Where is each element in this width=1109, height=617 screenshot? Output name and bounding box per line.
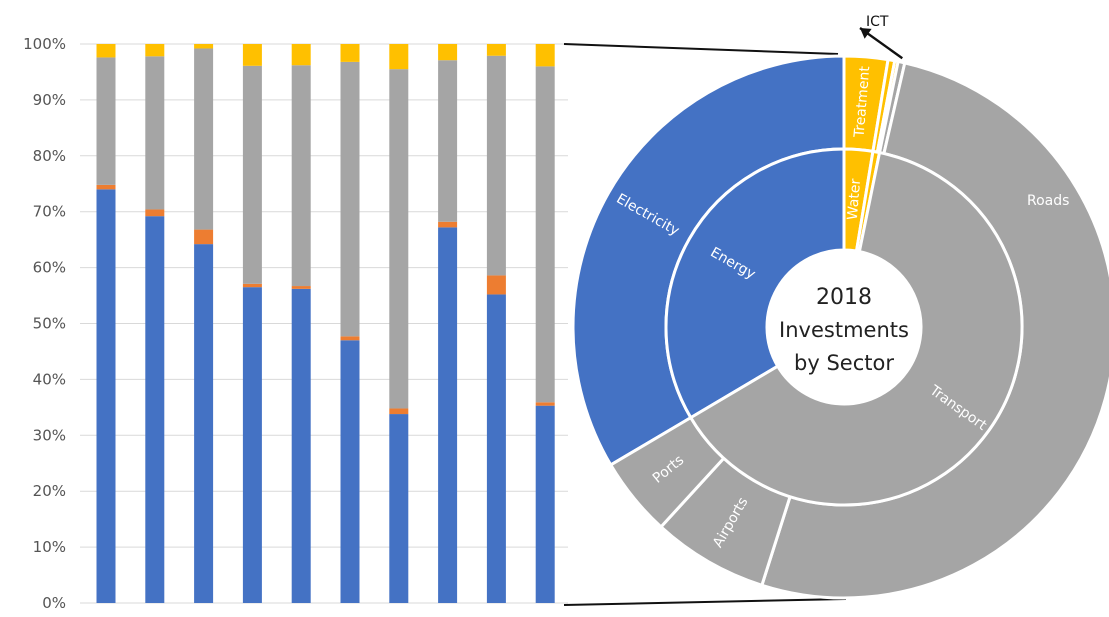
- bar-segment: [145, 216, 165, 603]
- bar-segment: [242, 44, 262, 66]
- ict-callout-label: ICT: [866, 14, 889, 30]
- bar-segment: [535, 44, 555, 67]
- bar-segment: [242, 287, 262, 603]
- bar-segment: [340, 340, 360, 603]
- bar-segment: [389, 69, 409, 409]
- bar-segment: [145, 209, 165, 217]
- sunburst-hole: [767, 250, 921, 404]
- y-tick-label: 40%: [33, 370, 66, 388]
- slice-label: Roads: [1027, 193, 1069, 209]
- y-tick-label: 90%: [33, 91, 66, 109]
- bar-segment: [535, 405, 555, 603]
- y-tick-label: 20%: [33, 482, 66, 500]
- bar-segment: [389, 414, 409, 603]
- bar-segment: [291, 288, 311, 603]
- sunburst-center: 2018 Investments by Sector: [779, 285, 909, 375]
- bar-segment: [291, 44, 311, 66]
- slice-label: Water: [845, 178, 864, 221]
- bar-segment: [535, 402, 555, 406]
- y-tick-label: 0%: [42, 594, 66, 612]
- connector-bottom: [563, 598, 847, 606]
- bar-segment: [438, 60, 458, 222]
- bar-segment: [389, 44, 409, 70]
- bar-segment: [535, 66, 555, 403]
- bar-segment: [486, 44, 506, 56]
- stacked-percent-bar-chart: 0% 10% 20% 30% 40% 50% 60% 70% 80% 90% 100%: [23, 35, 568, 612]
- bar-segment: [389, 408, 409, 415]
- bar-segment: [291, 65, 311, 287]
- bar-segment: [96, 189, 116, 603]
- bar-segment: [291, 286, 311, 289]
- slice-label: Treatment: [851, 65, 873, 139]
- connector-top: [563, 43, 839, 55]
- bar-segment: [438, 227, 458, 604]
- bar-segment: [194, 244, 214, 603]
- bar-to-pie-connectors: [563, 43, 847, 606]
- bar-segment: [96, 57, 116, 185]
- y-tick-label: 100%: [23, 35, 66, 53]
- bar-segment: [194, 44, 214, 49]
- y-tick-label: 30%: [33, 426, 66, 444]
- bar-segment: [194, 48, 214, 230]
- bar-segment: [340, 44, 360, 62]
- bar-segment: [96, 44, 116, 58]
- bar-segment: [486, 55, 506, 276]
- center-title-line-1: 2018: [816, 285, 872, 310]
- ict-callout-arrowhead: [860, 28, 872, 39]
- center-title-line-2: Investments: [779, 318, 909, 342]
- bar-segment: [438, 44, 458, 61]
- y-tick-label: 50%: [33, 315, 66, 333]
- bar-segment: [486, 275, 506, 295]
- bar-segment: [96, 184, 116, 190]
- bar-segment: [340, 336, 360, 341]
- sector-sunburst-chart: EnergyWaterTransportElectricityTreatment…: [571, 14, 1109, 600]
- y-tick-label: 80%: [33, 147, 66, 165]
- y-tick-label: 10%: [33, 538, 66, 556]
- y-tick-label: 70%: [33, 203, 66, 221]
- bar-segment: [242, 283, 262, 288]
- bar-segment: [194, 229, 214, 245]
- y-tick-label: 60%: [33, 259, 66, 277]
- bar-segment: [145, 44, 165, 57]
- bar-segment: [242, 65, 262, 284]
- center-title-line-3: by Sector: [794, 351, 894, 375]
- bar-segment: [486, 294, 506, 603]
- bar-segment: [145, 56, 165, 210]
- bar-segment: [438, 221, 458, 228]
- bar-segment: [340, 61, 360, 337]
